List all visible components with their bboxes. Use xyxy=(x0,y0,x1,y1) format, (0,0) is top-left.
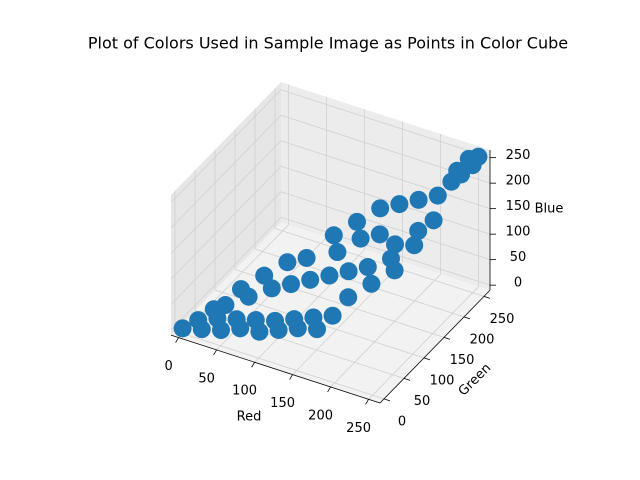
x-tick-label: 0 xyxy=(164,359,172,374)
x-tick xyxy=(289,374,293,380)
x-tick-label: 100 xyxy=(232,384,257,399)
data-point xyxy=(255,266,274,285)
x-tick-label: 50 xyxy=(198,371,215,386)
x-axis-line xyxy=(170,334,381,404)
data-point xyxy=(250,322,269,341)
z-tick-label: 150 xyxy=(506,199,531,214)
y-tick xyxy=(483,296,491,299)
data-point xyxy=(382,249,400,268)
data-point xyxy=(173,319,192,338)
y-tick xyxy=(383,398,391,402)
y-tick-label: 200 xyxy=(470,332,495,347)
data-point xyxy=(301,270,320,289)
x-tick xyxy=(213,349,217,356)
z-tick-label: 50 xyxy=(510,250,527,265)
x-tick xyxy=(251,362,255,368)
grid-line xyxy=(280,191,491,261)
grid-line xyxy=(170,191,282,305)
grid-line xyxy=(292,261,403,375)
grid-line xyxy=(174,330,385,400)
x-tick xyxy=(175,337,179,343)
data-point xyxy=(212,321,230,340)
data-point xyxy=(297,248,316,267)
grid-line xyxy=(330,273,441,388)
data-point xyxy=(328,243,347,262)
data-point xyxy=(409,221,428,240)
x-tick xyxy=(327,386,331,393)
grid-line xyxy=(280,165,491,235)
data-point xyxy=(459,149,478,168)
data-point xyxy=(232,280,250,299)
z-tick-label: 250 xyxy=(506,148,531,163)
grid-line xyxy=(170,140,282,254)
z-tick-label: 100 xyxy=(506,225,531,240)
data-point xyxy=(339,262,358,281)
y-tick xyxy=(463,316,471,320)
data-point xyxy=(204,300,223,319)
grid-line xyxy=(170,89,282,203)
data-point xyxy=(424,211,443,230)
y-tick xyxy=(423,357,431,361)
data-point xyxy=(386,235,404,254)
data-point xyxy=(288,319,307,338)
z-axis-label: Blue xyxy=(535,202,564,217)
grid-line xyxy=(170,216,282,331)
left-pane xyxy=(171,82,281,336)
data-point xyxy=(339,288,358,307)
y-tick-label: 100 xyxy=(430,373,455,388)
data-point xyxy=(231,319,250,338)
data-point xyxy=(269,320,288,339)
x-tick-label: 200 xyxy=(308,408,333,423)
data-point xyxy=(320,266,339,285)
y-tick xyxy=(443,337,451,340)
data-point xyxy=(358,258,377,277)
data-point xyxy=(278,253,297,272)
data-point xyxy=(390,195,409,214)
z-tick-label: 200 xyxy=(506,174,531,189)
data-point xyxy=(351,229,370,248)
z-tick-label: 0 xyxy=(514,276,522,291)
x-tick xyxy=(365,399,369,405)
x-axis-label: Red xyxy=(237,410,262,425)
y-tick-label: 0 xyxy=(398,414,406,429)
grid-line xyxy=(170,165,282,280)
y-tick-label: 150 xyxy=(450,353,475,368)
data-point xyxy=(371,199,390,218)
grid-line xyxy=(280,216,491,286)
grid-line xyxy=(170,114,282,229)
data-point xyxy=(324,226,343,245)
x-tick-label: 150 xyxy=(270,396,295,411)
data-point xyxy=(409,190,428,209)
data-point xyxy=(362,274,381,293)
data-point xyxy=(370,225,389,244)
chart-title: Plot of Colors Used in Sample Image as P… xyxy=(88,34,568,53)
data-point xyxy=(428,186,447,205)
y-axis-line xyxy=(379,289,491,404)
data-point xyxy=(308,320,326,339)
grid-line xyxy=(274,228,485,297)
y-tick-label: 250 xyxy=(490,312,515,327)
grid-line xyxy=(280,89,491,159)
x-tick-label: 250 xyxy=(346,421,371,436)
y-tick-label: 50 xyxy=(414,394,431,409)
data-point xyxy=(448,161,467,180)
data-point xyxy=(405,236,424,255)
data-point xyxy=(192,320,211,339)
data-point xyxy=(282,275,300,294)
data-point xyxy=(348,212,366,231)
y-tick xyxy=(403,378,411,381)
data-point xyxy=(323,306,342,325)
grid-line xyxy=(280,140,491,210)
grid-line xyxy=(368,286,479,400)
